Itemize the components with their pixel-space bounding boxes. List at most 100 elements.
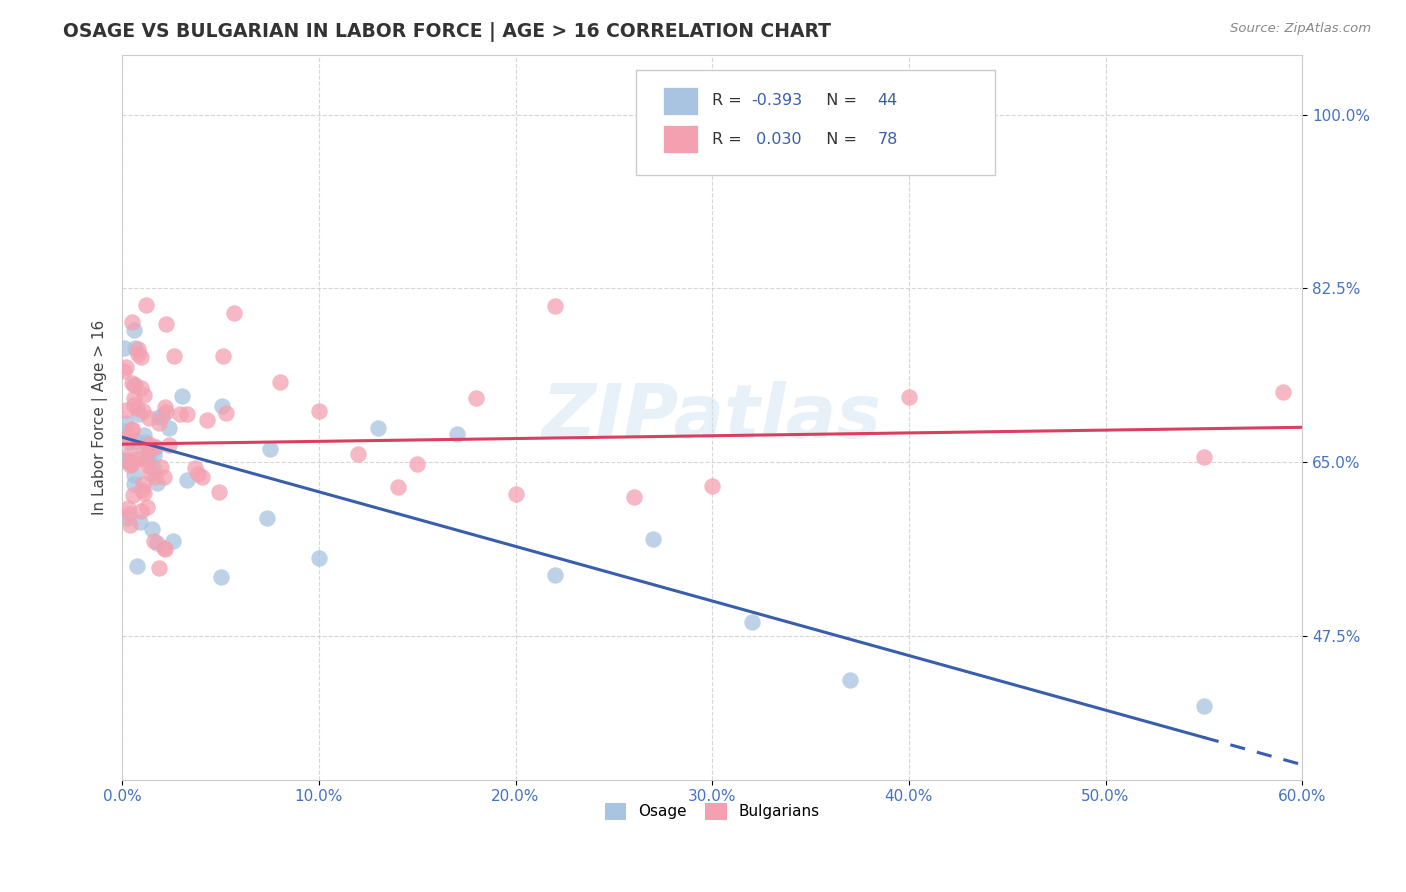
- Text: 0.030: 0.030: [751, 132, 801, 146]
- Point: [897, 390, 920, 404]
- Text: Source: ZipAtlas.com: Source: ZipAtlas.com: [1230, 22, 1371, 36]
- Point: [838, 673, 860, 688]
- Point: [122, 488, 145, 502]
- Point: [153, 400, 176, 414]
- Point: [132, 403, 155, 417]
- Point: [184, 461, 207, 475]
- Point: [143, 449, 166, 463]
- Point: [122, 378, 145, 392]
- Point: [115, 417, 138, 431]
- Text: 78: 78: [877, 132, 898, 146]
- Point: [129, 381, 152, 395]
- Point: [118, 434, 141, 449]
- Point: [446, 426, 468, 441]
- Point: [112, 341, 135, 355]
- Point: [122, 323, 145, 337]
- Point: [623, 490, 645, 504]
- Point: [162, 349, 184, 363]
- Text: 44: 44: [877, 94, 897, 108]
- Bar: [662, 126, 697, 153]
- Point: [347, 447, 370, 461]
- Point: [170, 389, 193, 403]
- Point: [367, 421, 389, 435]
- Point: [138, 437, 160, 451]
- Point: [150, 409, 173, 423]
- Text: N =: N =: [815, 94, 862, 108]
- Point: [142, 461, 165, 475]
- Point: [114, 453, 136, 467]
- Point: [129, 504, 152, 518]
- Point: [124, 342, 146, 356]
- Point: [209, 570, 232, 584]
- Text: OSAGE VS BULGARIAN IN LABOR FORCE | AGE > 16 CORRELATION CHART: OSAGE VS BULGARIAN IN LABOR FORCE | AGE …: [63, 22, 831, 42]
- Point: [215, 406, 238, 420]
- Point: [135, 452, 157, 467]
- Point: [643, 532, 665, 546]
- Point: [544, 568, 567, 582]
- Point: [224, 305, 246, 319]
- Point: [131, 477, 153, 491]
- Point: [120, 458, 142, 472]
- Text: R =: R =: [713, 132, 747, 146]
- Point: [115, 431, 138, 445]
- Point: [259, 442, 281, 457]
- Point: [195, 413, 218, 427]
- Point: [146, 476, 169, 491]
- Point: [143, 469, 166, 483]
- Point: [129, 350, 152, 364]
- Point: [1271, 385, 1294, 400]
- Point: [112, 424, 135, 438]
- Point: [122, 398, 145, 412]
- Point: [121, 423, 143, 437]
- Point: [138, 451, 160, 466]
- Point: [132, 388, 155, 402]
- Point: [134, 450, 156, 464]
- Point: [741, 615, 763, 629]
- Point: [118, 429, 141, 443]
- Point: [129, 515, 152, 529]
- Point: [176, 407, 198, 421]
- Point: [153, 470, 176, 484]
- Point: [135, 500, 157, 514]
- Point: [117, 500, 139, 515]
- Point: [148, 410, 170, 425]
- Point: [212, 349, 235, 363]
- Point: [138, 411, 160, 425]
- Text: ZIPatlas: ZIPatlas: [543, 381, 882, 454]
- Point: [134, 434, 156, 449]
- Point: [208, 484, 231, 499]
- Point: [157, 421, 180, 435]
- Point: [128, 407, 150, 421]
- FancyBboxPatch shape: [636, 70, 995, 175]
- Point: [406, 457, 429, 471]
- Point: [131, 483, 153, 497]
- Point: [308, 404, 330, 418]
- Point: [148, 561, 170, 575]
- Text: -0.393: -0.393: [751, 94, 803, 108]
- Point: [115, 452, 138, 467]
- Point: [124, 378, 146, 392]
- Point: [120, 446, 142, 460]
- Point: [148, 416, 170, 430]
- Y-axis label: In Labor Force | Age > 16: In Labor Force | Age > 16: [93, 319, 108, 515]
- Point: [124, 391, 146, 405]
- Point: [121, 315, 143, 329]
- Point: [157, 438, 180, 452]
- Point: [121, 422, 143, 436]
- Point: [134, 486, 156, 500]
- Point: [187, 467, 209, 482]
- Point: [146, 535, 169, 549]
- Point: [125, 401, 148, 415]
- Point: [115, 360, 138, 375]
- Bar: [662, 87, 697, 114]
- Point: [118, 507, 141, 521]
- Point: [702, 479, 724, 493]
- Point: [112, 364, 135, 378]
- Point: [142, 534, 165, 549]
- Point: [114, 402, 136, 417]
- Point: [121, 458, 143, 472]
- Point: [1192, 450, 1215, 464]
- Text: N =: N =: [815, 132, 862, 146]
- Point: [190, 470, 212, 484]
- Point: [125, 452, 148, 467]
